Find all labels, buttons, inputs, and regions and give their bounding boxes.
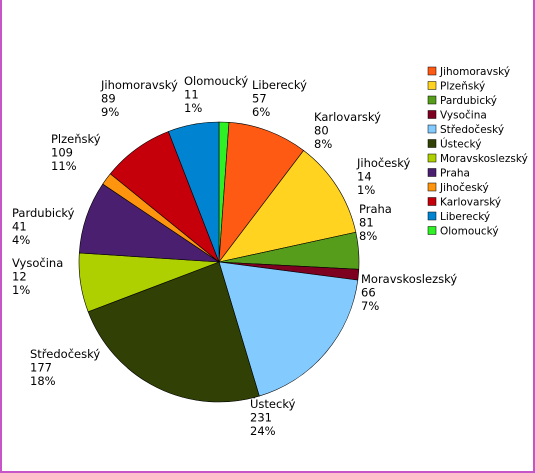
slice-labels: Olomoucký 11 1%Jihomoravský 89 9% Plzeňský 109…: [12, 74, 457, 438]
legend-label-jihocesky: Jihočeský: [439, 182, 489, 194]
legend-label-pardubicky: Pardubický: [440, 95, 497, 107]
pie-slices: [78, 121, 360, 403]
slice-stredocesky: [218, 261, 359, 397]
data-label-moravskoslezsky: Moravskoslezský 66 7%: [361, 272, 457, 313]
legend-swatch-liberecky: [427, 211, 437, 221]
data-label-pardubicky: Pardubický 41 4%: [12, 206, 75, 247]
slice-plzensky: [218, 150, 357, 263]
data-label-karlovarsky: Karlovarský 80 8%: [314, 110, 381, 151]
legend-swatch-moravskoslezsky: [427, 153, 437, 163]
data-label-vysocina: Vysočina 12 1%: [12, 256, 63, 297]
data-label-olomoucky: Olomoucký 11 1%: [184, 74, 248, 115]
legend-swatch-olomoucky: [427, 226, 437, 235]
legend-swatch-karlovarsky: [427, 197, 437, 206]
legend: Jihomoravský Plzeňský Pardubický Vysočina St…: [427, 66, 528, 238]
data-label-liberecky: Liberecký 57 6%: [252, 78, 307, 119]
legend-swatch-plzensky: [427, 81, 437, 90]
data-label-stredocesky: Středočeský 177 18%: [30, 347, 100, 388]
legend-label-liberecky: Liberecký: [440, 211, 490, 223]
data-label-jihocesky: Jihočeský 14 1%: [356, 156, 411, 197]
legend-label-ustecky: Ústecký: [440, 138, 481, 151]
legend-label-moravskoslezsky: Moravskoslezský: [440, 153, 528, 165]
slice-ustecky: [87, 261, 260, 403]
legend-swatch-jihomoravsky: [427, 66, 437, 76]
legend-label-stredocesky: Středočeský: [440, 124, 504, 136]
legend-label-vysocina: Vysočina: [440, 110, 487, 122]
legend-label-praha: Praha: [440, 168, 470, 180]
legend-label-jihomoravsky: Jihomoravský: [439, 66, 510, 78]
legend-swatch-vysocina: [427, 110, 437, 119]
slice-jihomoravsky: [218, 122, 305, 263]
legend-swatch-praha: [427, 168, 437, 177]
data-label-ustecky: Ústecký 231 24%: [250, 396, 296, 438]
data-label-jihomoravsky: Jihomoravský 89 9%: [100, 78, 178, 119]
legend-label-plzensky: Plzeňský: [440, 81, 485, 93]
legend-swatch-stredocesky: [427, 124, 437, 134]
legend-swatch-ustecky: [427, 139, 437, 148]
legend-swatch-jihocesky: [427, 182, 437, 192]
data-label-praha: Praha 81 8%: [359, 202, 392, 243]
legend-label-karlovarsky: Karlovarský: [440, 197, 501, 209]
legend-swatch-pardubicky: [427, 95, 437, 105]
slice-liberecky: [167, 121, 220, 263]
data-label-plzensky: Plzeňský 109 11%: [51, 132, 101, 173]
legend-label-olomoucky: Olomoucký: [440, 226, 499, 238]
